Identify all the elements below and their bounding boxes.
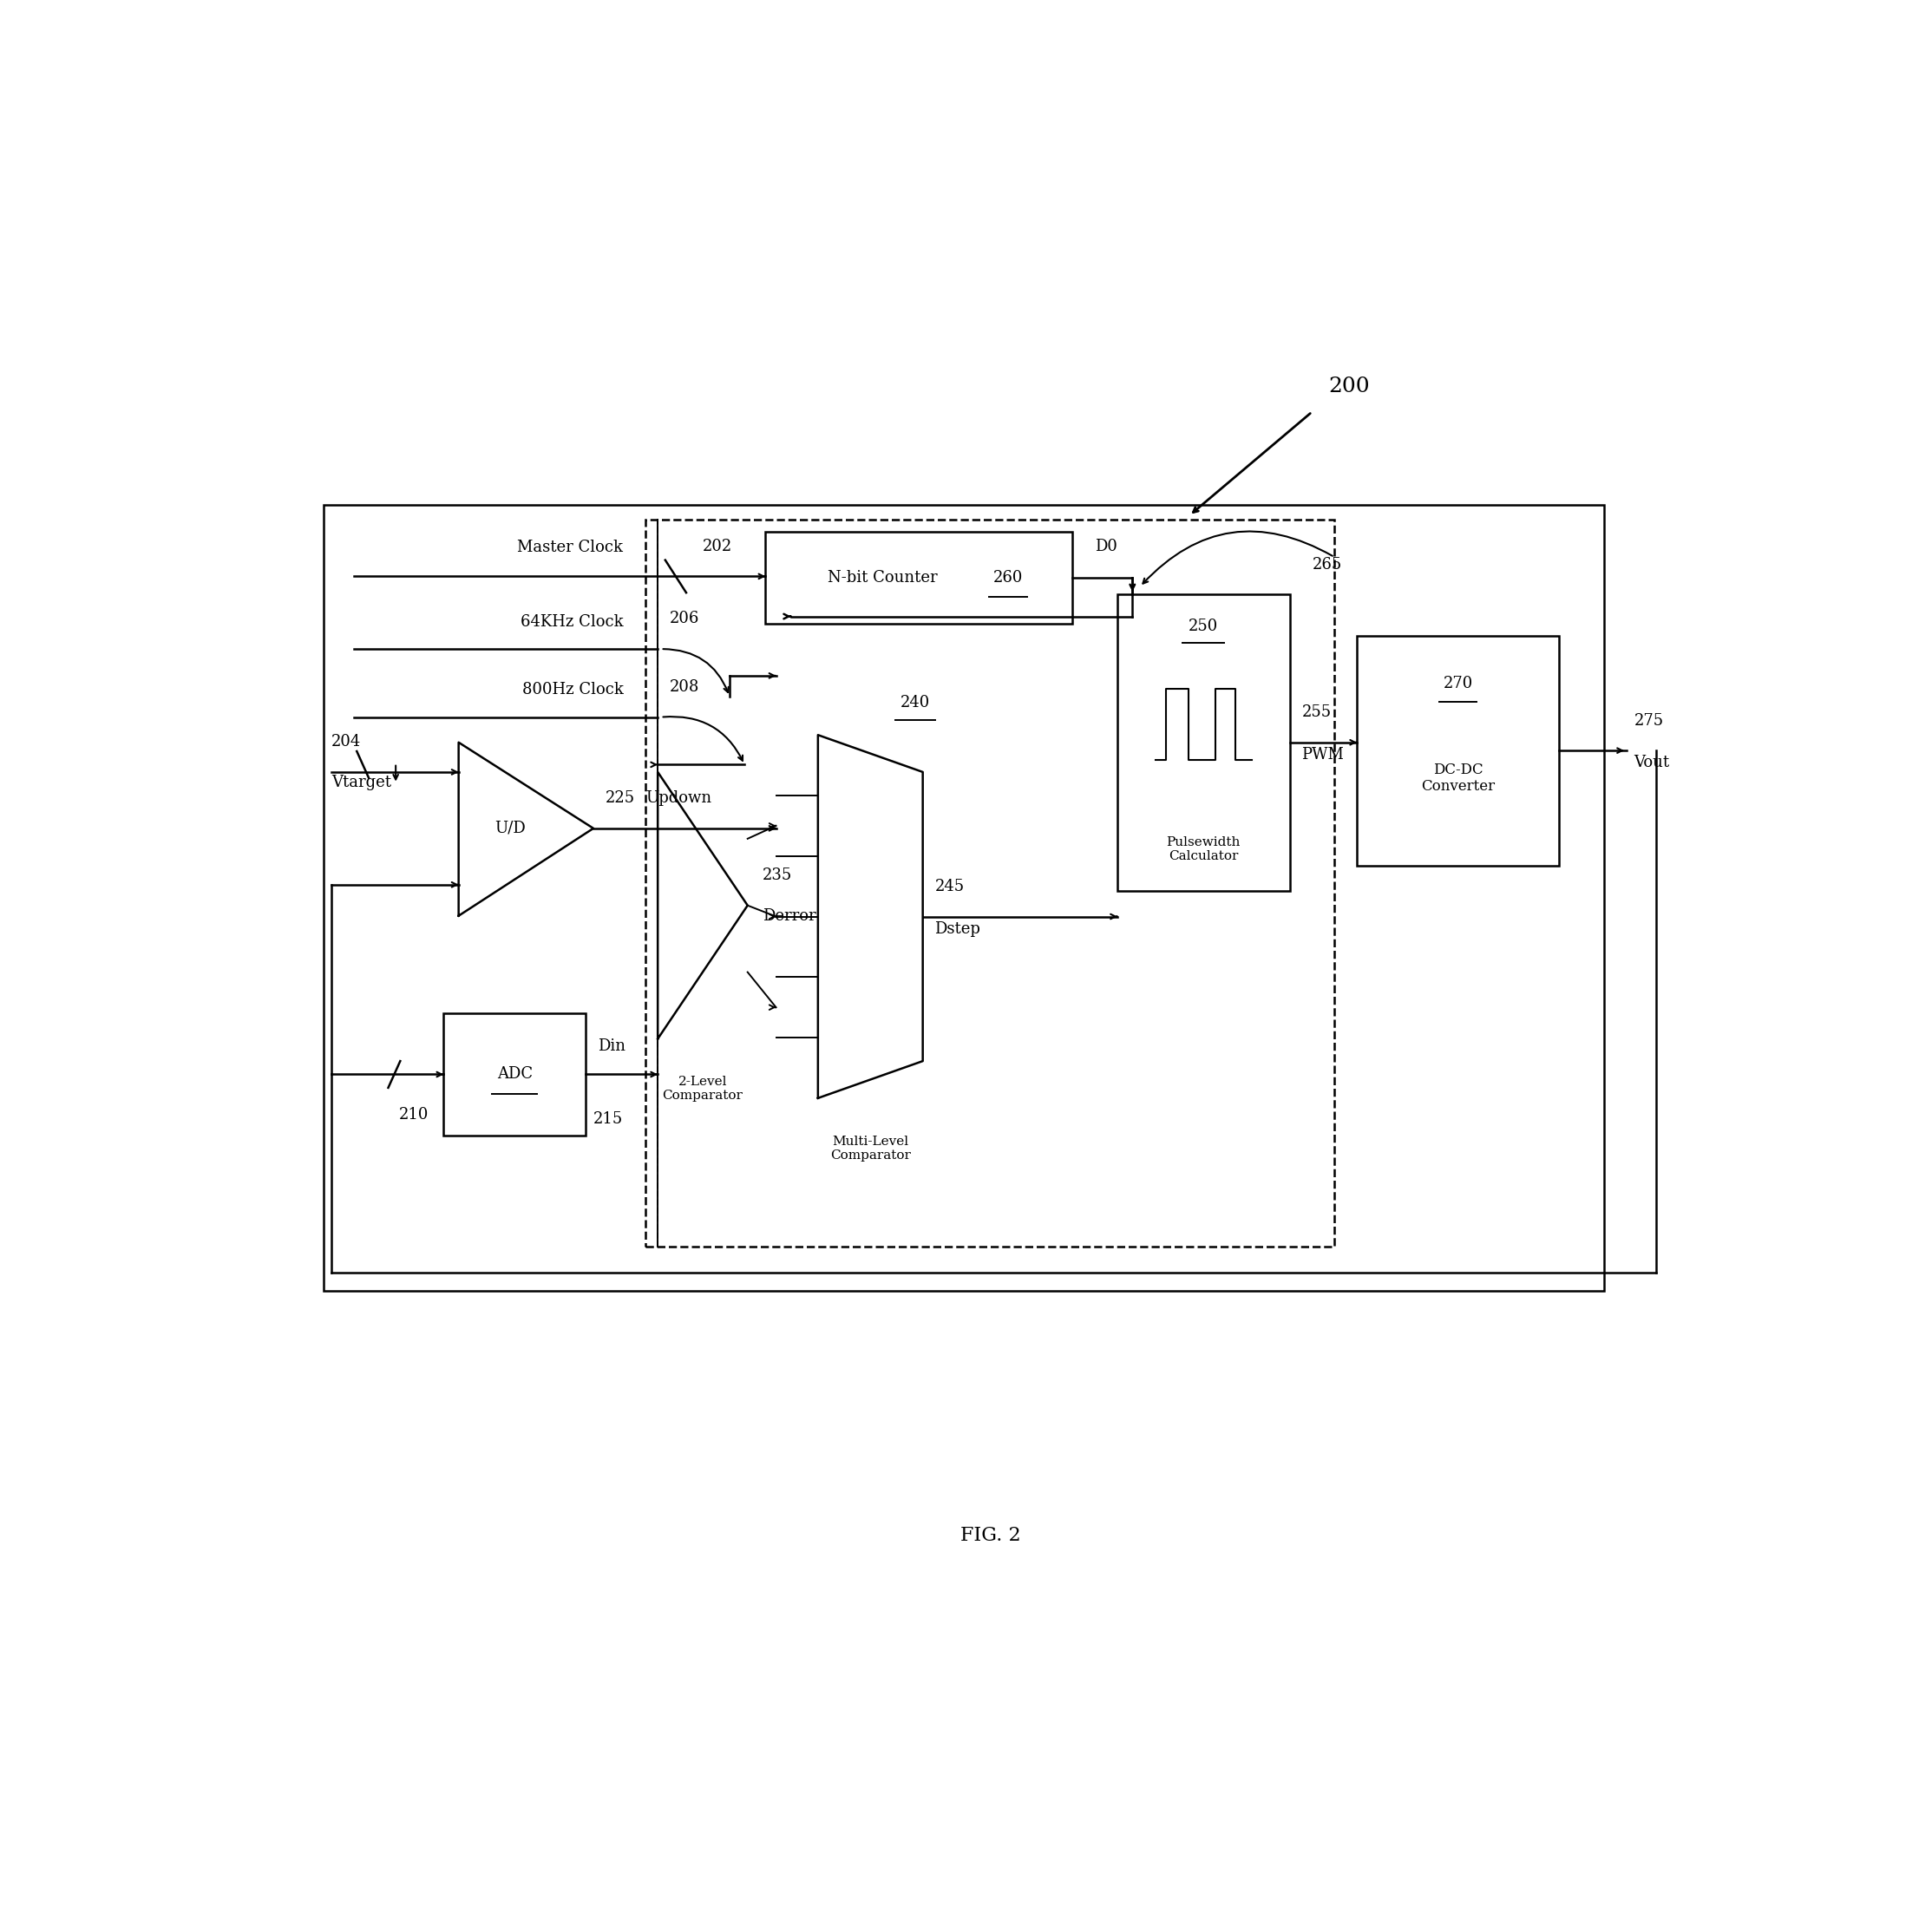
Text: 235: 235 <box>763 868 792 884</box>
Text: N-bit Counter: N-bit Counter <box>827 570 937 585</box>
Bar <box>765 531 1072 624</box>
Text: Vtarget: Vtarget <box>332 776 390 791</box>
Text: 270: 270 <box>1443 676 1472 691</box>
Text: 208: 208 <box>670 680 699 695</box>
Text: Master Clock: Master Clock <box>518 541 624 556</box>
Text: 200: 200 <box>1329 377 1370 397</box>
Text: DC-DC
Converter: DC-DC Converter <box>1422 762 1495 793</box>
Text: 255: 255 <box>1302 705 1331 720</box>
Text: 204: 204 <box>332 733 361 749</box>
Text: 64KHz Clock: 64KHz Clock <box>520 614 624 629</box>
Text: Updown: Updown <box>645 791 711 807</box>
Text: 215: 215 <box>593 1111 624 1126</box>
Text: 240: 240 <box>900 695 929 710</box>
Text: 800Hz Clock: 800Hz Clock <box>522 681 624 699</box>
Bar <box>325 504 1604 1292</box>
Text: 225: 225 <box>605 791 636 807</box>
Bar <box>444 1014 585 1136</box>
Text: Din: Din <box>597 1038 626 1053</box>
Text: D0: D0 <box>1095 539 1117 554</box>
Text: Multi-Level
Comparator: Multi-Level Comparator <box>831 1136 910 1161</box>
Text: PWM: PWM <box>1302 747 1345 762</box>
Text: U/D: U/D <box>495 820 526 835</box>
Text: 206: 206 <box>670 610 699 628</box>
Bar <box>1356 635 1559 866</box>
Bar <box>645 520 1335 1245</box>
Text: Vout: Vout <box>1634 755 1669 770</box>
Text: Derror: Derror <box>763 909 815 924</box>
Text: 2-Level
Comparator: 2-Level Comparator <box>663 1076 744 1103</box>
Text: ADC: ADC <box>497 1066 533 1082</box>
Bar <box>1117 595 1291 891</box>
Text: Dstep: Dstep <box>935 920 981 937</box>
Text: 250: 250 <box>1188 620 1219 635</box>
Text: 245: 245 <box>935 878 964 895</box>
Text: FIG. 2: FIG. 2 <box>960 1527 1020 1546</box>
Text: 260: 260 <box>993 570 1022 585</box>
Text: 210: 210 <box>398 1107 429 1122</box>
Text: Pulsewidth
Calculator: Pulsewidth Calculator <box>1167 835 1240 862</box>
Text: 202: 202 <box>703 539 732 554</box>
Text: 265: 265 <box>1312 556 1343 572</box>
Text: 275: 275 <box>1634 712 1663 728</box>
